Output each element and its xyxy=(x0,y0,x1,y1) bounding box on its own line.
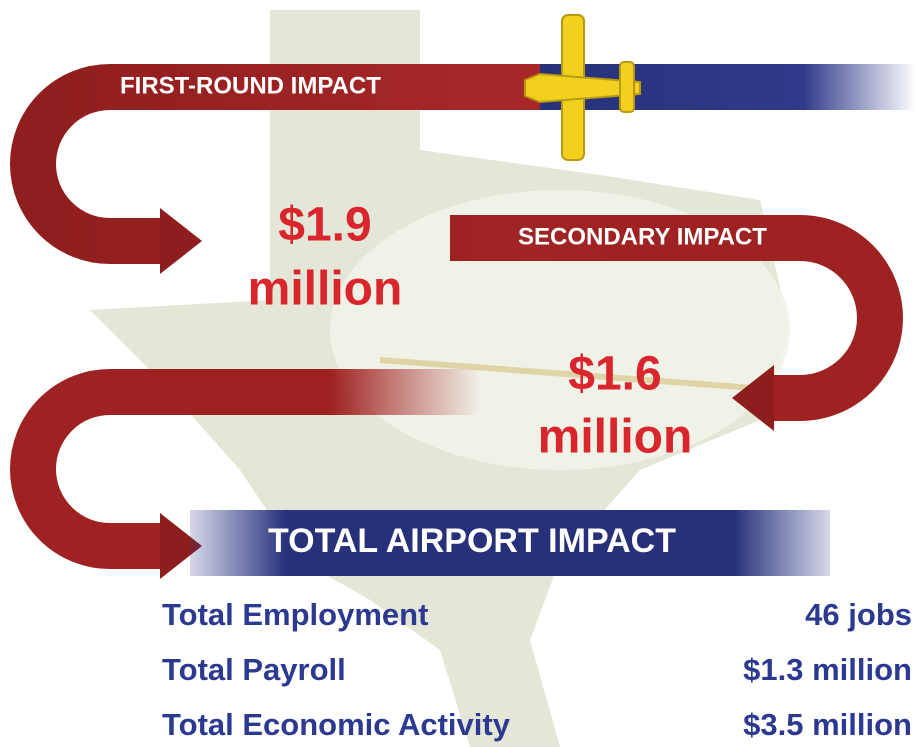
row-value: $3.5 million xyxy=(743,707,912,742)
row-label: Total Economic Activity xyxy=(162,707,511,742)
row-value: $1.3 million xyxy=(743,652,912,687)
amount-unit: million xyxy=(538,411,693,464)
row-label: Total Payroll xyxy=(162,652,346,687)
arrow-head xyxy=(160,208,202,274)
arrow-head xyxy=(160,513,202,579)
row-label: Total Employment xyxy=(162,597,428,632)
arrow-band xyxy=(10,369,330,569)
arrow-head xyxy=(732,365,774,431)
total-label: TOTAL AIRPORT IMPACT xyxy=(268,522,676,560)
row-value: 46 jobs xyxy=(805,597,912,632)
arrow-band xyxy=(450,215,903,421)
arrow-band xyxy=(10,64,540,264)
plane-stripe xyxy=(379,357,781,393)
amount: $1.9 xyxy=(278,199,371,252)
plane-icon xyxy=(524,14,641,161)
amount: $1.6 xyxy=(568,348,661,401)
total-bar xyxy=(190,510,830,576)
amount-unit: million xyxy=(248,263,403,316)
band-label: SECONDARY IMPACT xyxy=(518,223,767,250)
arrow-fade xyxy=(330,369,480,415)
band-label: FIRST-ROUND IMPACT xyxy=(120,72,381,99)
arrow-fade xyxy=(450,215,620,261)
summary: Total Employment 46 jobs Total Payroll $1.3… xyxy=(162,597,912,742)
